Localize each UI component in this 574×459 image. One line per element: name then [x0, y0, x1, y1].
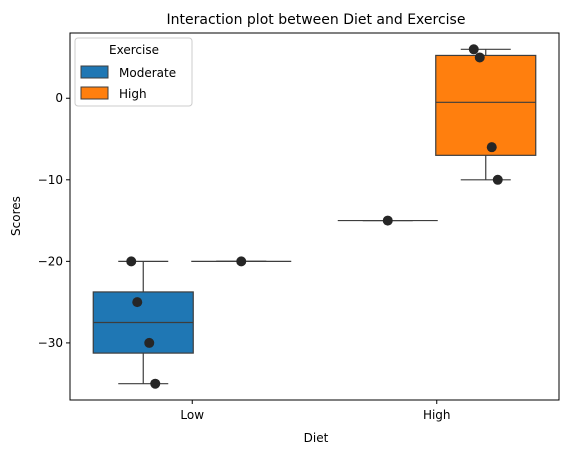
data-point: [492, 174, 503, 185]
axes: −30 −20 −10 0 Low High: [38, 91, 451, 422]
data-point: [150, 378, 161, 389]
x-axis-label: Diet: [304, 431, 329, 445]
x-tick-label: High: [423, 408, 451, 422]
data-point: [126, 256, 137, 267]
legend-swatch-moderate: [80, 65, 109, 79]
data-point: [382, 215, 393, 226]
y-tick-label: −20: [38, 254, 63, 268]
legend-items: Moderate High: [80, 65, 176, 101]
legend: Exercise Moderate High: [74, 37, 193, 107]
chart-title: Interaction plot between Diet and Exerci…: [167, 12, 466, 28]
data-point: [486, 142, 497, 153]
plot-area: [92, 44, 537, 389]
box-high-low: [191, 256, 292, 267]
legend-swatch-high: [80, 86, 109, 100]
y-axis-label: Scores: [9, 196, 23, 236]
data-point: [144, 337, 155, 348]
box-moderate-low: [92, 256, 194, 389]
y-tick-label: −10: [38, 173, 63, 187]
box-moderate-high: [337, 215, 438, 226]
y-tick-label: 0: [55, 91, 63, 105]
legend-label-high: High: [119, 87, 147, 101]
data-point: [474, 52, 485, 63]
plot-frame: [69, 32, 560, 401]
legend-label-moderate: Moderate: [119, 66, 176, 80]
y-tick-label: −30: [38, 336, 63, 350]
legend-title: Exercise: [109, 43, 159, 57]
x-tick-label: Low: [180, 408, 204, 422]
data-point: [468, 44, 479, 55]
box-body: [435, 54, 537, 156]
data-point: [132, 297, 143, 308]
data-point: [236, 256, 247, 267]
box-high-high: [435, 44, 537, 185]
